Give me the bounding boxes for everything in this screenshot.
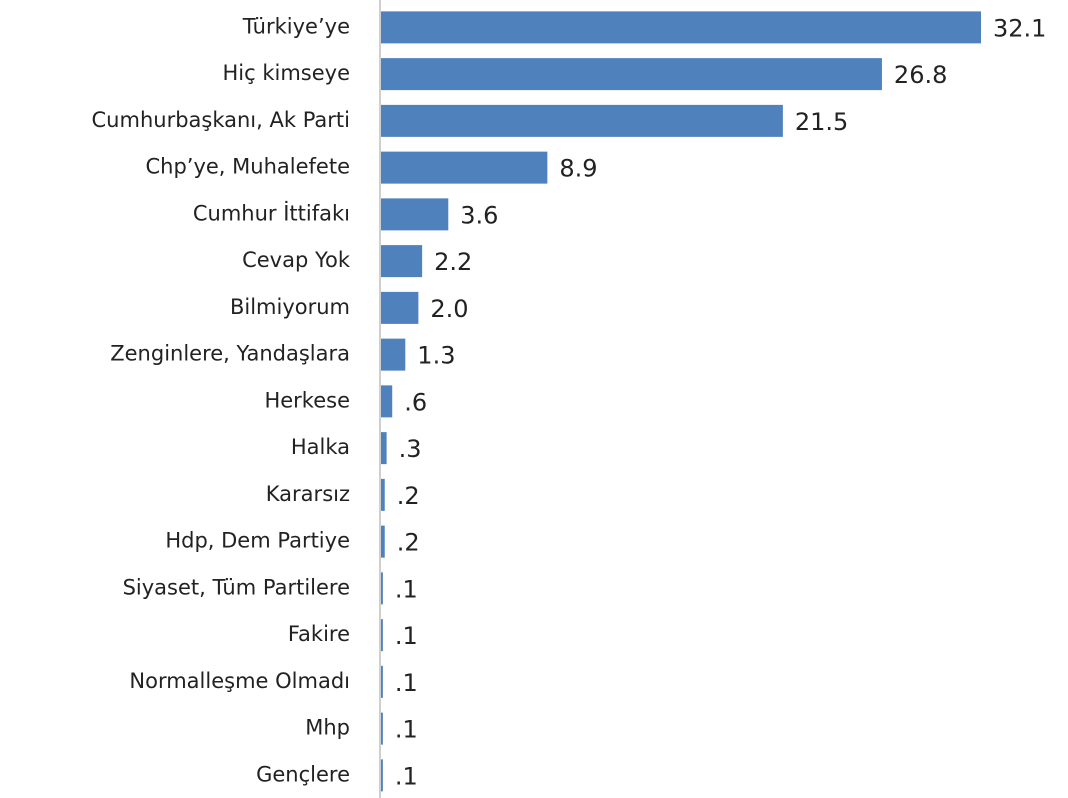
bar [381, 432, 387, 465]
category-label: Normalleşme Olmadı [129, 669, 350, 693]
bar [381, 665, 383, 698]
bar [381, 245, 423, 278]
bar [381, 291, 419, 324]
bar [381, 525, 385, 558]
category-label: Mhp [305, 716, 350, 740]
value-label: .1 [395, 575, 418, 603]
value-label: 1.3 [417, 342, 455, 370]
category-label: Cevap Yok [242, 248, 351, 272]
bar [381, 151, 548, 184]
value-label: .1 [395, 762, 418, 790]
bar [381, 712, 383, 745]
value-label: .3 [399, 435, 422, 463]
category-label: Zenginlere, Yandaşlara [110, 342, 350, 366]
category-label: Cumhur İttifakı [193, 200, 350, 225]
value-label: .6 [404, 388, 427, 416]
bar [381, 572, 383, 605]
value-label: .1 [395, 669, 418, 697]
bar [381, 198, 449, 231]
category-label: Herkese [264, 388, 350, 412]
bar [381, 619, 383, 652]
value-label: .2 [397, 482, 420, 510]
category-label: Halka [291, 435, 350, 459]
category-label: Chp’ye, Muhalefete [145, 155, 350, 179]
bar [381, 11, 981, 44]
category-label: Siyaset, Tüm Partilere [123, 575, 350, 599]
bar [381, 338, 406, 371]
category-label: Fakire [288, 622, 350, 646]
value-label: 26.8 [894, 61, 947, 89]
bar [381, 104, 783, 137]
value-label: .1 [395, 622, 418, 650]
bar [381, 759, 383, 792]
category-label: Gençlere [256, 762, 350, 786]
category-label: Bilmiyorum [230, 295, 350, 319]
value-label: .2 [397, 529, 420, 557]
value-label: 3.6 [460, 201, 498, 229]
value-label: 2.0 [430, 295, 468, 323]
bar [381, 58, 882, 91]
bar [381, 385, 393, 418]
value-label: 32.1 [993, 14, 1046, 42]
category-label: Türkiye’ye [242, 14, 350, 38]
value-label: 8.9 [559, 155, 597, 183]
category-label: Kararsız [266, 482, 350, 506]
value-label: 2.2 [434, 248, 472, 276]
category-label: Hiç kimseye [222, 61, 350, 85]
bar [381, 478, 385, 511]
value-label: 21.5 [795, 108, 848, 136]
category-label: Hdp, Dem Partiye [165, 529, 350, 553]
value-label: .1 [395, 716, 418, 744]
category-label: Cumhurbaşkanı, Ak Parti [92, 108, 350, 132]
